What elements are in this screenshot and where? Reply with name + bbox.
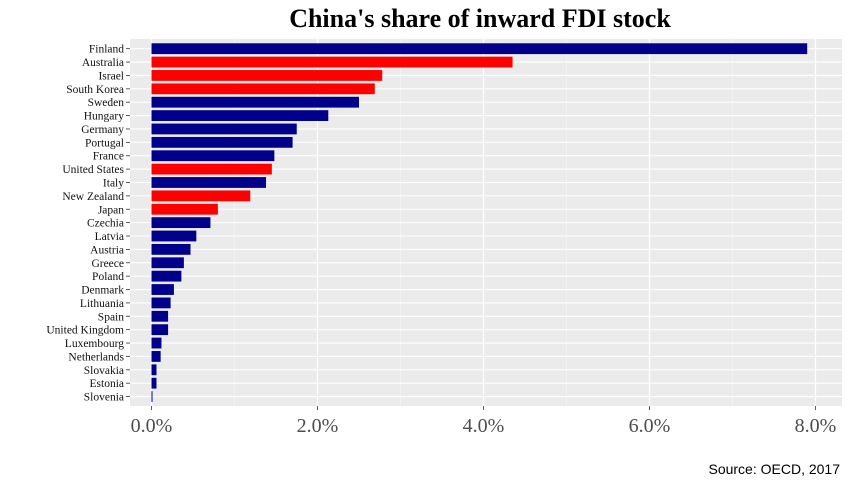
category-label: Latvia xyxy=(95,231,124,243)
category-label: South Korea xyxy=(66,84,124,96)
chart-title: China's share of inward FDI stock xyxy=(289,4,671,33)
bar-israel xyxy=(151,70,383,81)
bar-estonia xyxy=(151,377,157,389)
bar-germany xyxy=(151,123,297,135)
category-label: France xyxy=(93,151,124,163)
bar-greece xyxy=(151,257,184,269)
bar-new-zealand xyxy=(151,190,251,202)
bar-spain xyxy=(151,310,169,322)
category-label: Slovakia xyxy=(84,365,124,377)
category-label: Hungary xyxy=(84,111,124,123)
x-tick-label: 2.0% xyxy=(297,415,339,437)
category-label: Luxembourg xyxy=(65,338,124,350)
source-note: Source: OECD, 2017 xyxy=(708,461,840,477)
bar-south-korea xyxy=(151,83,375,95)
bar-italy xyxy=(151,177,267,188)
category-label: Greece xyxy=(91,258,124,270)
bar-hungary xyxy=(151,110,329,121)
category-label: Germany xyxy=(81,124,124,136)
bar-slovakia xyxy=(151,364,157,376)
bar-luxembourg xyxy=(151,337,162,349)
category-label: United States xyxy=(62,164,124,176)
x-tick-label: 8.0% xyxy=(795,415,837,437)
category-label: Portugal xyxy=(85,137,124,149)
category-label: Finland xyxy=(89,44,124,56)
category-label: Spain xyxy=(98,311,124,323)
category-label: Israel xyxy=(98,70,124,82)
category-label: Netherlands xyxy=(68,351,124,363)
x-tick-labels: 0.0% 2.0% 4.0% 6.0% 8.0% xyxy=(131,406,837,437)
bar-poland xyxy=(151,270,182,282)
bar-denmark xyxy=(151,284,174,295)
category-label: Italy xyxy=(103,177,124,189)
category-label: Poland xyxy=(92,271,124,283)
bar-united-kingdom xyxy=(151,324,169,336)
category-label: Austria xyxy=(90,244,124,256)
bars xyxy=(151,43,808,402)
x-tick-label: 4.0% xyxy=(463,415,505,437)
bar-czechia xyxy=(151,217,211,229)
category-label: Denmark xyxy=(81,285,124,297)
bar-australia xyxy=(151,56,513,68)
bar-portugal xyxy=(151,136,293,148)
bar-lithuania xyxy=(151,297,171,309)
category-label: Slovenia xyxy=(84,392,124,404)
bar-finland xyxy=(151,43,808,55)
category-label: Czechia xyxy=(87,218,124,230)
bar-france xyxy=(151,150,275,162)
bar-netherlands xyxy=(151,351,161,362)
bar-latvia xyxy=(151,230,197,242)
bar-slovenia xyxy=(151,391,153,402)
x-tick-label: 0.0% xyxy=(131,415,173,437)
category-label: Estonia xyxy=(90,378,125,390)
category-label: United Kingdom xyxy=(46,325,124,337)
x-tick-label: 6.0% xyxy=(629,415,671,437)
bar-japan xyxy=(151,203,218,215)
category-label: Australia xyxy=(82,57,124,69)
bar-sweden xyxy=(151,96,359,108)
category-label: New Zealand xyxy=(62,191,124,203)
bar-united-states xyxy=(151,163,272,175)
category-label: Lithuania xyxy=(80,298,124,310)
category-label: Japan xyxy=(98,204,124,216)
bar-austria xyxy=(151,243,191,255)
category-label: Sweden xyxy=(88,97,125,109)
